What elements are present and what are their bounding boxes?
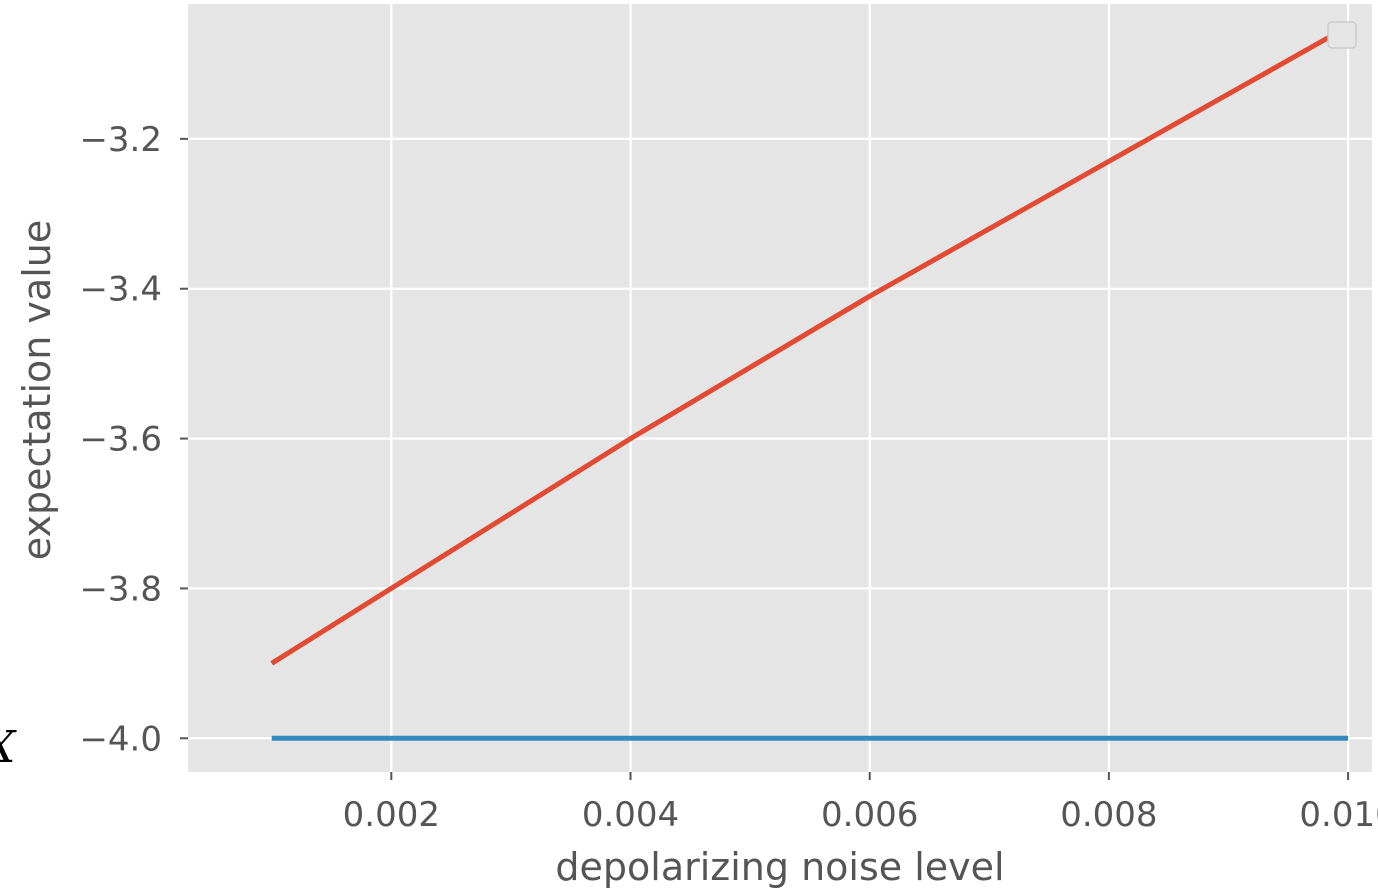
cropped-text: X [0,722,17,773]
series-line-1 [270,24,1350,666]
y-axis-label: expectation value [15,220,59,560]
y-tick-labels: −4.0 −3.8 −3.6 −3.4 −3.2 [79,120,188,759]
plot-background [188,4,1372,772]
series-group [270,24,1350,741]
y-tick-label: −3.6 [79,420,162,460]
y-tick-label: −3.4 [79,270,162,310]
x-tick-label: 0.002 [343,795,440,835]
x-tick-label: 0.010 [1299,795,1378,835]
x-tick-labels: 0.002 0.004 0.006 0.008 0.010 [343,772,1378,835]
y-tick-label: −3.8 [79,569,162,609]
legend-box [1327,21,1357,49]
x-tick-label: 0.008 [1060,795,1157,835]
x-tick-label: 0.006 [821,795,918,835]
y-tick-label: −4.0 [79,719,162,759]
x-axis-label: depolarizing noise level [555,845,1004,889]
y-tick-label: −3.2 [79,120,162,160]
x-tick-label: 0.004 [582,795,679,835]
